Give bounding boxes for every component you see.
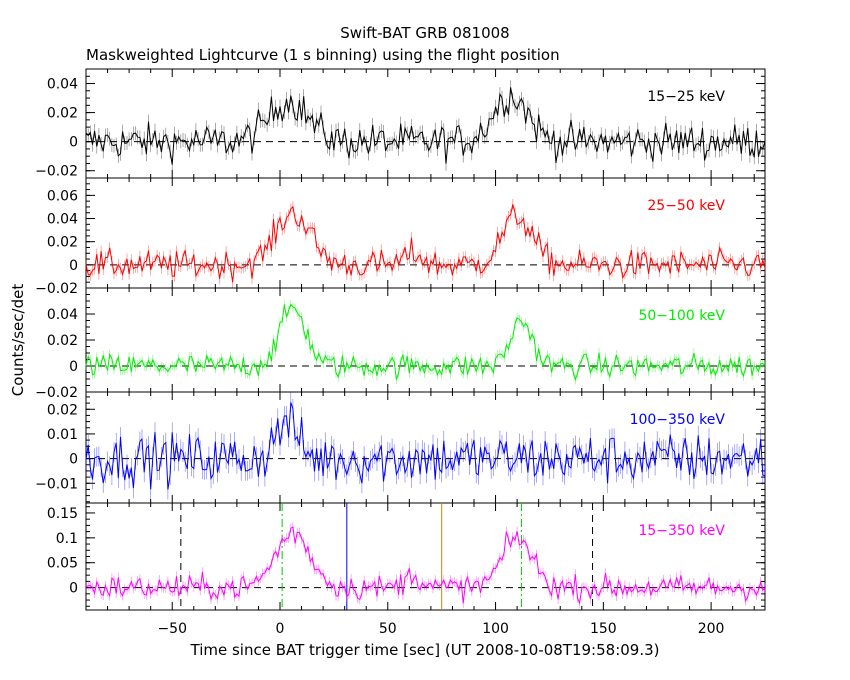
x-tick-label: 200: [698, 621, 725, 637]
panel-frame: [85, 287, 766, 393]
y-tick-label: 0.1: [56, 531, 78, 547]
y-tick-label: 0: [69, 359, 78, 375]
y-tick-label: −0.02: [35, 281, 78, 297]
error-bars: [85, 392, 766, 500]
y-tick-label: 0: [69, 452, 78, 468]
y-tick-label: 0.06: [47, 188, 78, 204]
panels-group: −0.02 0 0.02 0.04 15−25 keV −0.02 0 0.02 0.04 0.0…: [35, 68, 766, 637]
y-tick-label: 0.02: [47, 235, 78, 251]
y-tick-label: −0.01: [35, 476, 78, 492]
series-line: [85, 204, 766, 283]
y-tick-label: 0: [69, 581, 78, 597]
band-label: 100−350 keV: [630, 412, 726, 428]
y-tick-label: −0.02: [35, 164, 78, 180]
panel-4: 0 0.05 0.1 0.15 15−350 keV: [47, 502, 766, 611]
panel-3: −0.01 0 0.01 0.02 100−350 keV: [35, 391, 766, 504]
band-label: 50−100 keV: [638, 308, 725, 324]
y-tick-label: 0.04: [47, 212, 78, 228]
series-line: [85, 303, 766, 382]
panel-frame: [85, 177, 766, 289]
y-tick-label: 0: [69, 135, 78, 151]
y-tick-label: 0.15: [47, 506, 78, 522]
band-label: 25−50 keV: [647, 198, 725, 214]
series-line: [85, 526, 766, 605]
y-tick-label: 0: [69, 258, 78, 274]
panel-1: −0.02 0 0.02 0.04 0.06 25−50 keV: [35, 177, 766, 297]
x-tick-label: 150: [590, 621, 617, 637]
y-tick-label: 0.01: [47, 427, 78, 443]
panel-2: −0.02 0 0.02 0.04 50−100 keV: [35, 287, 766, 401]
band-label: 15−350 keV: [638, 523, 725, 539]
chart-title: Swift-BAT GRB 081008: [340, 24, 509, 42]
panel-frame: [85, 68, 766, 179]
y-tick-label: −0.02: [35, 385, 78, 401]
y-tick-label: 0.05: [47, 556, 78, 572]
x-tick-label: 100: [482, 621, 509, 637]
chart-subtitle: Maskweighted Lightcurve (1 s binning) us…: [86, 46, 560, 64]
x-axis-label: Time since BAT trigger time [sec] (UT 20…: [190, 641, 660, 659]
y-axis-label: Counts/sec/det: [9, 284, 27, 397]
y-tick-label: 0.04: [47, 307, 78, 323]
y-tick-label: 0.04: [47, 77, 78, 93]
series-line: [85, 87, 766, 165]
panel-frame: [85, 502, 766, 611]
panel-0: −0.02 0 0.02 0.04 15−25 keV: [35, 68, 766, 180]
series-line: [85, 402, 766, 490]
y-tick-label: 0.02: [47, 402, 78, 418]
x-tick-label: −50: [157, 621, 187, 637]
panel-frame: [85, 391, 766, 504]
x-tick-label: 50: [379, 621, 397, 637]
x-tick-label: 0: [276, 621, 285, 637]
band-label: 15−25 keV: [647, 89, 725, 105]
y-tick-label: 0.02: [47, 333, 78, 349]
y-tick-label: 0.02: [47, 106, 78, 122]
